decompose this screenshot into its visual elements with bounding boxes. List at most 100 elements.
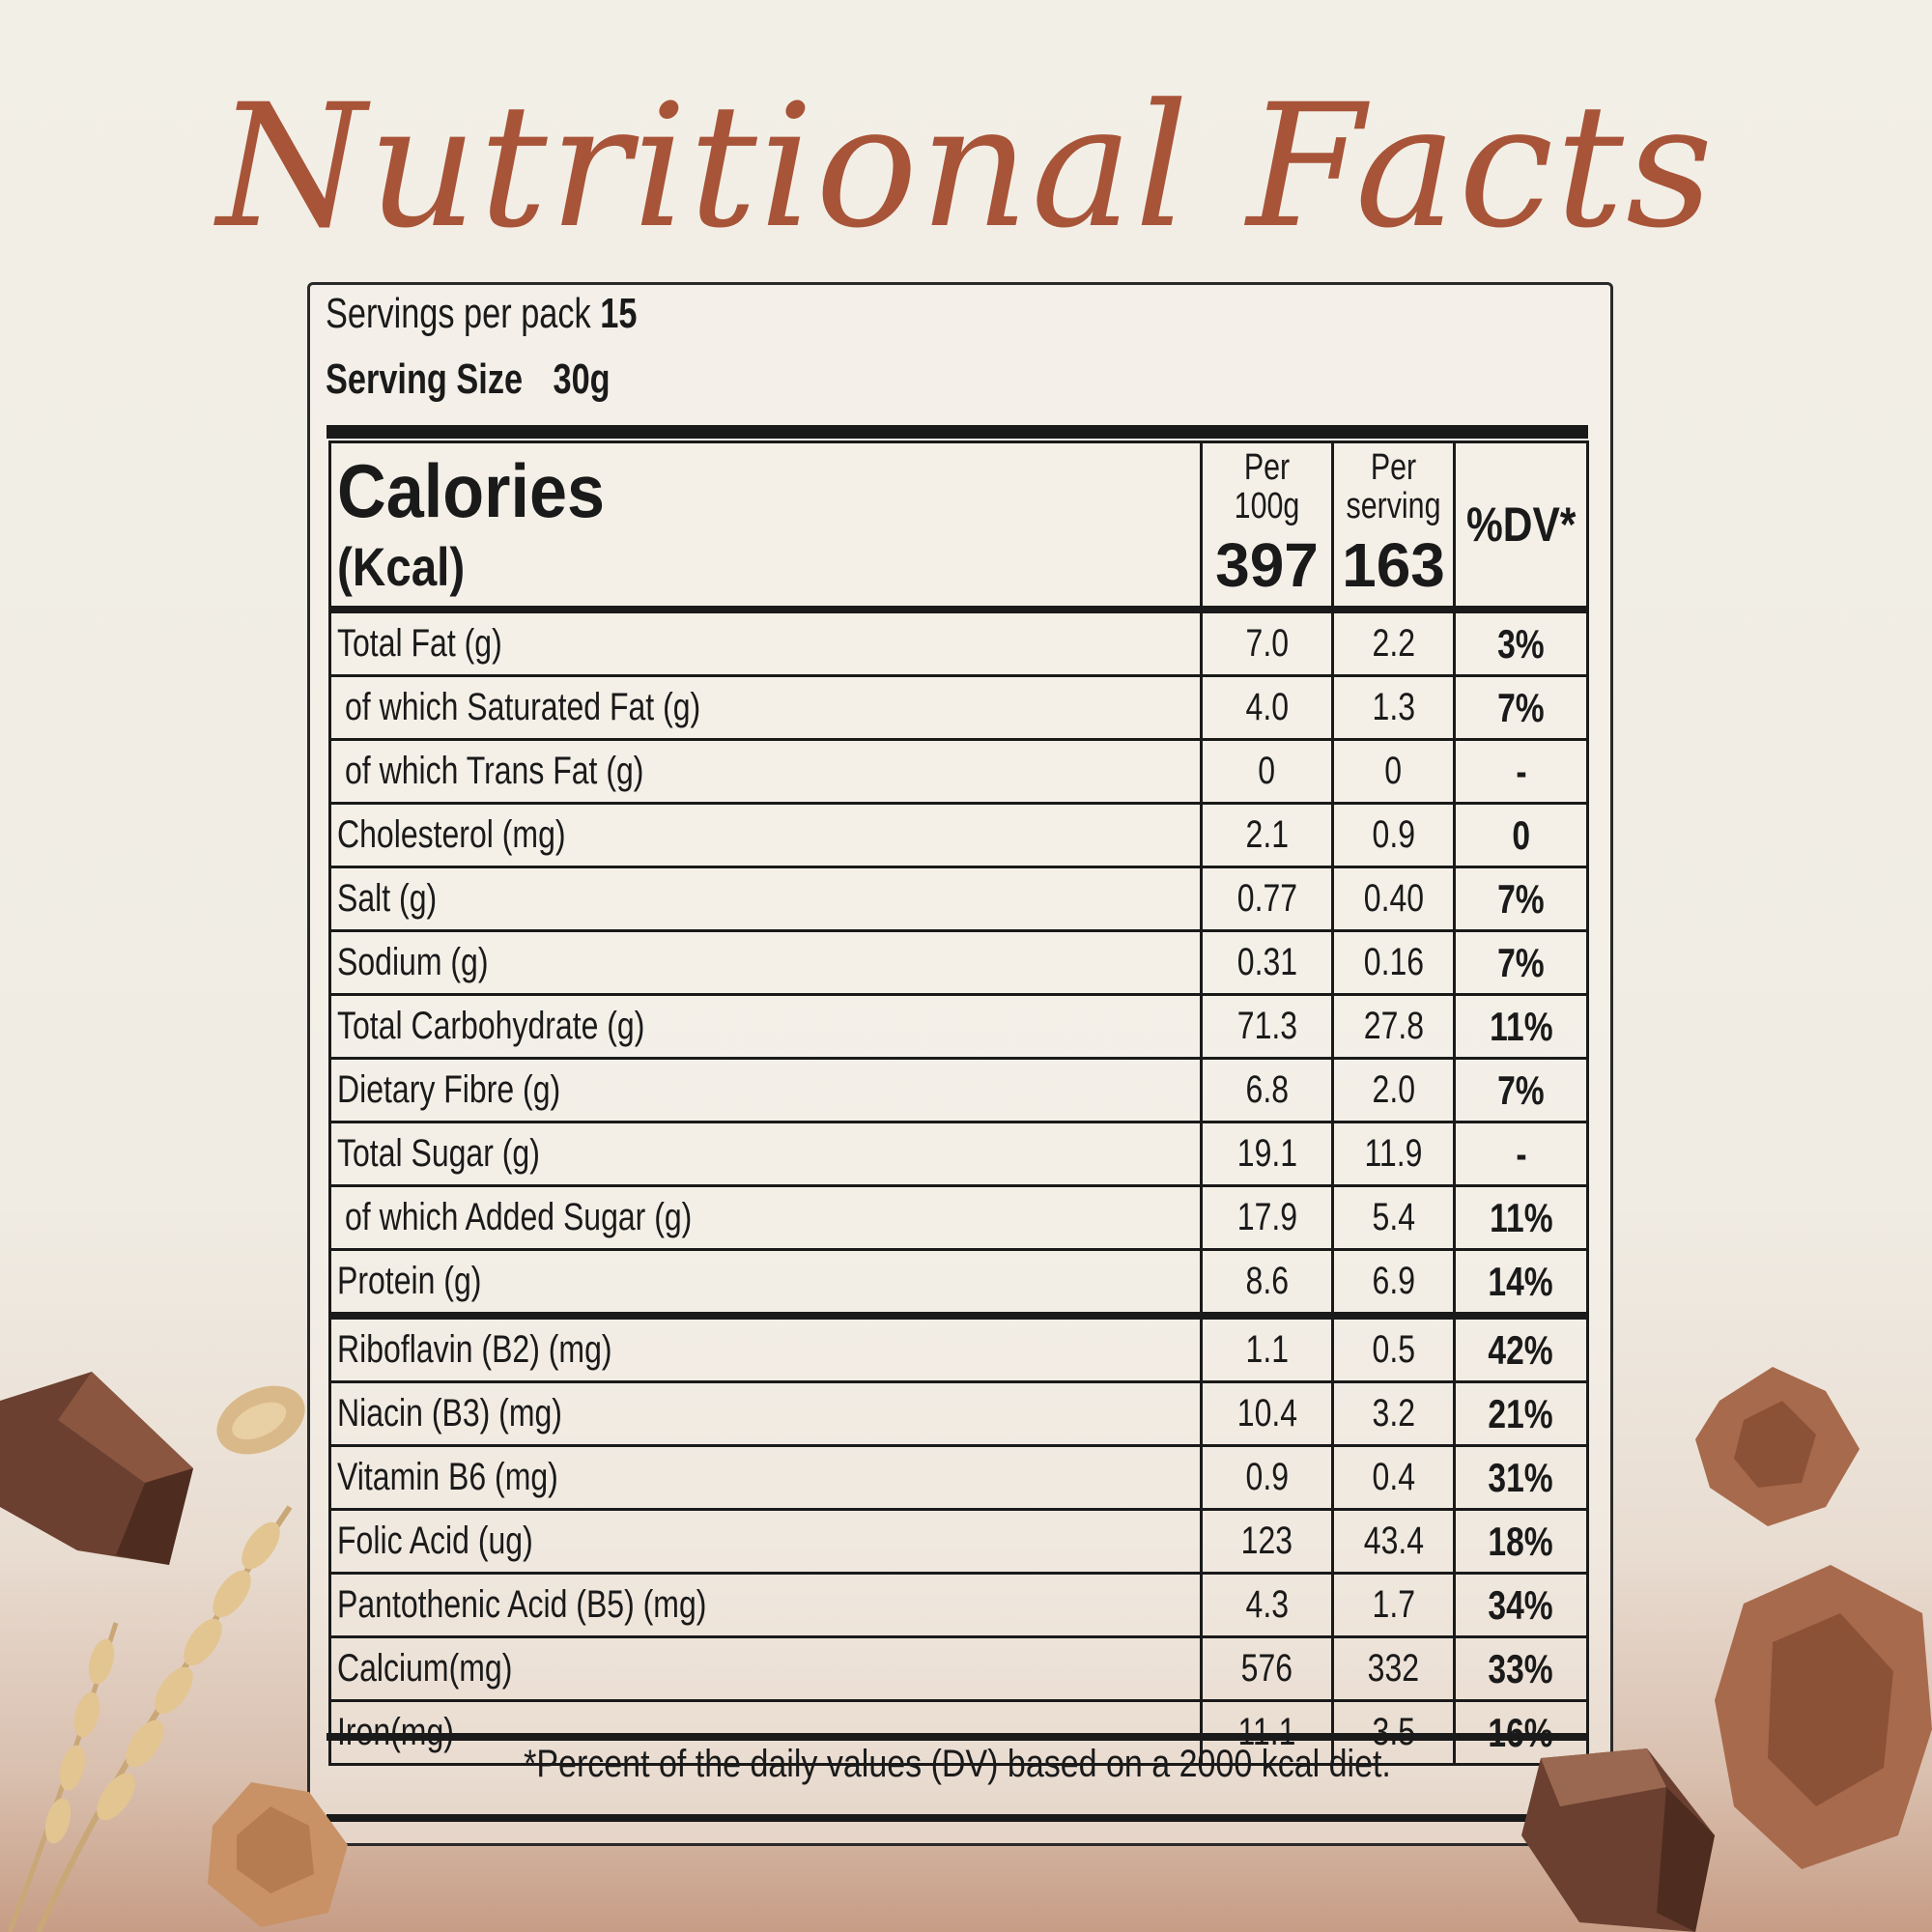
servings-per-pack-value: 15: [600, 290, 638, 337]
nutrient-row: Total Carbohydrate (g) 71.3 27.8 11%: [328, 993, 1589, 1060]
nutrient-name: Folic Acid (ug): [337, 1520, 533, 1562]
dv-value: 7%: [1497, 939, 1545, 985]
dv-value-cell: 16%: [1453, 1699, 1589, 1766]
per-serving-header: Per serving 163: [1331, 440, 1456, 613]
chocolate-chunk-left-image: [0, 1372, 193, 1565]
dv-value: 16%: [1488, 1709, 1554, 1755]
nutrient-name-cell: Vitamin B6 (mg): [328, 1444, 1203, 1511]
per-serving-value: 5.4: [1372, 1196, 1415, 1238]
per-serving-value-cell: 11.9: [1331, 1121, 1456, 1187]
calories-unit: (Kcal): [337, 535, 466, 597]
per-100g-value: 0.31: [1236, 941, 1297, 983]
per-serving-value: 2.2: [1372, 622, 1415, 665]
per-100g-value-cell: 576: [1200, 1635, 1334, 1702]
serving-size-label: Serving Size: [326, 355, 524, 403]
per-100g-value-cell: 1.1: [1200, 1312, 1334, 1383]
nutrient-name-cell: of which Saturated Fat (g): [328, 674, 1203, 741]
per-serving-value: 2.0: [1372, 1068, 1415, 1111]
per-100g-value: 576: [1240, 1647, 1293, 1690]
per-100g-value: 123: [1240, 1520, 1293, 1562]
nutrient-name-cell: Total Fat (g): [328, 608, 1203, 677]
nutrient-name-cell: Niacin (B3) (mg): [328, 1380, 1203, 1447]
dv-value-cell: 14%: [1453, 1248, 1589, 1318]
nutrient-row: Total Sugar (g) 19.1 11.9 -: [328, 1121, 1589, 1187]
dv-value: 11%: [1489, 1003, 1553, 1049]
dv-value: 18%: [1488, 1518, 1554, 1564]
dv-value-cell: 33%: [1453, 1635, 1589, 1702]
per-serving-value-cell: 0.40: [1331, 866, 1456, 932]
dv-value-cell: -: [1453, 738, 1589, 805]
serving-size: Serving Size 30g: [326, 355, 611, 404]
per-serving-value: 1.3: [1372, 686, 1415, 728]
chocolate-chunk-right-image: [1521, 1748, 1715, 1932]
footer-divider-top: [327, 1733, 1588, 1741]
nutrient-name: of which Trans Fat (g): [345, 750, 644, 792]
per-serving-value: 0.9: [1372, 813, 1415, 856]
nutrient-name: Total Carbohydrate (g): [337, 1005, 645, 1047]
per-100g-value: 4.0: [1245, 686, 1289, 728]
per-serving-value: 0.5: [1372, 1328, 1415, 1371]
per-serving-value-cell: 0: [1331, 738, 1456, 805]
nutrient-name: Sodium (g): [337, 941, 489, 983]
top-thick-divider: [327, 425, 1588, 439]
per-serving-value-cell: 2.0: [1331, 1057, 1456, 1123]
cereal-flake-bottom-left-image: [208, 1782, 348, 1927]
dv-value: 21%: [1488, 1390, 1554, 1436]
per-100g-value-cell: 4.3: [1200, 1572, 1334, 1638]
dv-value-cell: 31%: [1453, 1444, 1589, 1511]
dv-value-cell: -: [1453, 1121, 1589, 1187]
dv-value: 31%: [1488, 1454, 1554, 1500]
per-serving-value: 6.9: [1372, 1260, 1415, 1302]
per-serving-value: 11.9: [1364, 1132, 1423, 1175]
nutrient-name-cell: of which Trans Fat (g): [328, 738, 1203, 805]
page-title: Nutritional Facts: [216, 68, 1716, 266]
dv-value-cell: 42%: [1453, 1312, 1589, 1383]
nutrient-row: Iron(mg) 11.1 3.5 16%: [328, 1699, 1589, 1766]
per-100g-value: 11.1: [1237, 1711, 1296, 1753]
per-serving-value-cell: 3.2: [1331, 1380, 1456, 1447]
per-100g-value: 71.3: [1236, 1005, 1297, 1047]
nutrient-row: Pantothenic Acid (B5) (mg) 4.3 1.7 34%: [328, 1572, 1589, 1638]
calories-header-cell: Calories (Kcal): [328, 440, 1203, 613]
nutrient-row: of which Trans Fat (g) 0 0 -: [328, 738, 1589, 805]
per-100g-value-cell: 19.1: [1200, 1121, 1334, 1187]
nutrient-row: Protein (g) 8.6 6.9 14%: [328, 1248, 1589, 1318]
per-100g-value-cell: 7.0: [1200, 608, 1334, 677]
nutrition-table: Calories (Kcal) Per 100g 397 Per serving…: [328, 440, 1589, 1766]
dv-header: %DV*: [1453, 440, 1589, 613]
per-100g-line2: 100g: [1234, 486, 1300, 526]
per-serving-value: 43.4: [1363, 1520, 1424, 1562]
per-100g-value-cell: 123: [1200, 1508, 1334, 1575]
nutrient-name: Total Sugar (g): [337, 1132, 540, 1175]
nutrient-name-cell: Iron(mg): [328, 1699, 1203, 1766]
oat-flake-image: [216, 1385, 305, 1455]
per-100g-value-cell: 17.9: [1200, 1184, 1334, 1251]
dv-header-label: %DV*: [1465, 497, 1577, 552]
dv-value: 7%: [1497, 684, 1545, 730]
per-100g-value: 4.3: [1245, 1583, 1289, 1626]
dv-value: 0: [1512, 811, 1530, 858]
per-100g-header: Per 100g 397: [1200, 440, 1334, 613]
dv-value: -: [1515, 748, 1527, 794]
nutrient-row: Cholesterol (mg) 2.1 0.9 0: [328, 802, 1589, 868]
dv-value-cell: 7%: [1453, 674, 1589, 741]
dv-value-cell: 7%: [1453, 866, 1589, 932]
per-100g-value-cell: 0.31: [1200, 929, 1334, 996]
dv-value: 7%: [1497, 1066, 1545, 1113]
nutrient-name-cell: Dietary Fibre (g): [328, 1057, 1203, 1123]
calories-label: Calories: [337, 447, 606, 533]
per-100g-value-cell: 10.4: [1200, 1380, 1334, 1447]
nutrient-name: Riboflavin (B2) (mg): [337, 1328, 612, 1371]
per-100g-value-cell: 4.0: [1200, 674, 1334, 741]
calories-row: Calories (Kcal) Per 100g 397 Per serving…: [328, 440, 1589, 613]
per-100g-value: 2.1: [1245, 813, 1289, 856]
per-serving-value-cell: 0.9: [1331, 802, 1456, 868]
serving-size-value: 30g: [553, 355, 611, 403]
per-serving-value-cell: 0.5: [1331, 1312, 1456, 1383]
dv-value-cell: 34%: [1453, 1572, 1589, 1638]
per-100g-value-cell: 0.77: [1200, 866, 1334, 932]
nutrient-row: Niacin (B3) (mg) 10.4 3.2 21%: [328, 1380, 1589, 1447]
nutrient-name-cell: Total Sugar (g): [328, 1121, 1203, 1187]
nutrient-row: Riboflavin (B2) (mg) 1.1 0.5 42%: [328, 1312, 1589, 1383]
nutrient-name: Vitamin B6 (mg): [337, 1456, 558, 1498]
